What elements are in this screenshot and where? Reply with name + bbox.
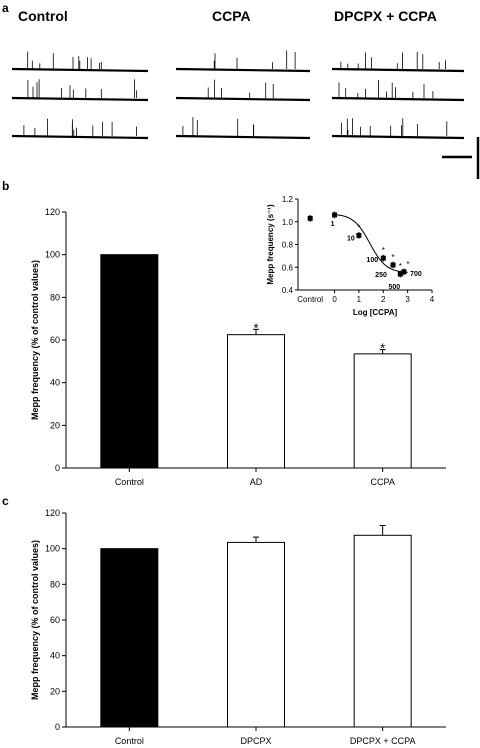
inset-y-axis-label: Mepp frequency (s⁻¹) <box>266 204 275 285</box>
trace-baseline <box>11 96 149 102</box>
inset-point-label: 1 <box>331 221 335 228</box>
bar <box>353 353 412 469</box>
inset-y-tick-label: 1.0 <box>282 218 294 227</box>
inset-x-control-label: Control <box>297 295 323 304</box>
inset-significance: * <box>399 262 402 271</box>
trace-baseline <box>175 67 311 73</box>
inset-significance: * <box>391 253 394 262</box>
trace-baseline <box>331 96 465 102</box>
inset-significance: * <box>382 246 385 255</box>
inset-point <box>390 262 396 268</box>
y-tick-label: 100 <box>45 544 60 554</box>
y-tick-label: 20 <box>50 420 60 430</box>
y-tick-label: 60 <box>50 335 60 345</box>
inset-point <box>356 232 362 238</box>
inset-point-label: 10 <box>347 235 355 242</box>
inset-significance: * <box>357 223 360 232</box>
inset-significance: * <box>406 260 409 269</box>
trace-baseline <box>11 134 149 140</box>
inset-x-tick-label: 3 <box>405 295 410 304</box>
y-tick-label: 40 <box>50 378 60 388</box>
mepp-traces <box>11 50 465 140</box>
inset-point-label: 100 <box>366 257 378 264</box>
category-label: Control <box>115 477 144 487</box>
inset-point <box>332 212 338 218</box>
trace-baseline <box>175 134 311 140</box>
bar-chart-c: 0 20 40 60 80 100 120 Mepp frequency (% of cont… <box>30 508 446 746</box>
y-tick-label: 100 <box>45 250 60 260</box>
trace-baseline <box>331 134 465 140</box>
inset-dose-response: 0.4 0.6 0.8 1.0 1.2 0 1 2 3 4 Control Log [CCPA] Mep… <box>266 195 435 317</box>
bar <box>100 548 159 728</box>
y-tick-label: 120 <box>45 207 60 217</box>
category-label: CCPA <box>370 477 394 487</box>
inset-y-tick-label: 1.2 <box>282 195 294 204</box>
inset-x-tick-label: 2 <box>381 295 386 304</box>
inset-point <box>380 255 386 261</box>
trace-baseline <box>331 67 465 73</box>
inset-x-axis-label: Log [CCPA] <box>353 308 398 317</box>
bar <box>100 254 159 469</box>
bar <box>227 541 285 728</box>
y-tick-label: 80 <box>50 579 60 589</box>
inset-y-tick-label: 0.6 <box>282 263 294 272</box>
y-tick-label: 40 <box>50 651 60 661</box>
condition-label-dpcpx-ccpa: DPCPX + CCPA <box>334 8 437 24</box>
y-tick-label: 60 <box>50 615 60 625</box>
y-tick-label: 80 <box>50 292 60 302</box>
trace-baseline <box>11 67 149 73</box>
y-tick-label: 120 <box>45 508 60 518</box>
category-label: DPCPX <box>240 736 271 746</box>
y-tick-label: 0 <box>55 722 60 732</box>
y-axis-label: Mepp frequency (% of control values) <box>30 260 40 420</box>
y-tick-label: 0 <box>55 463 60 473</box>
bar <box>353 534 412 728</box>
inset-point <box>397 271 403 277</box>
bar <box>227 334 285 469</box>
category-label: AD <box>250 477 263 487</box>
y-tick-label: 20 <box>50 686 60 696</box>
inset-y-tick-label: 0.8 <box>282 241 294 250</box>
inset-x-tick-label: 4 <box>430 295 435 304</box>
category-label: DPCPX + CCPA <box>350 736 416 746</box>
inset-x-tick-label: 0 <box>332 295 337 304</box>
inset-point-label: 500 <box>388 284 400 291</box>
panel-b-letter: b <box>2 179 9 193</box>
significance-marker: * <box>380 341 385 356</box>
category-label: Control <box>115 736 144 746</box>
y-axis-label: Mepp frequency (% of control values) <box>30 540 40 700</box>
inset-point-label: 250 <box>375 272 387 279</box>
inset-point-label: 700 <box>410 271 422 278</box>
panel-a-letter: a <box>2 1 9 15</box>
inset-control-point <box>307 215 313 221</box>
significance-marker: * <box>253 320 258 335</box>
condition-label-control: Control <box>18 8 68 24</box>
inset-point <box>401 269 407 275</box>
inset-y-tick-label: 0.4 <box>282 286 294 295</box>
inset-fit-curve <box>334 214 408 273</box>
condition-label-ccpa: CCPA <box>212 8 251 24</box>
panel-c-letter: c <box>2 494 9 508</box>
trace-baseline <box>175 96 311 102</box>
inset-x-tick-label: 1 <box>357 295 362 304</box>
